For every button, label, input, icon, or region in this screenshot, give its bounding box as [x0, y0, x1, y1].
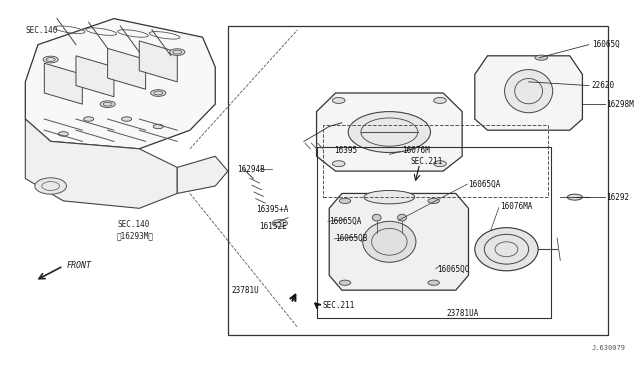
Polygon shape — [26, 119, 177, 208]
Ellipse shape — [150, 90, 166, 96]
Ellipse shape — [397, 214, 406, 221]
Text: 23781UA: 23781UA — [446, 309, 479, 318]
Polygon shape — [44, 63, 83, 104]
Ellipse shape — [332, 97, 345, 103]
Text: 16065QA: 16065QA — [329, 217, 362, 226]
Text: 〈16293M〉: 〈16293M〉 — [117, 231, 154, 240]
Text: SEC.211: SEC.211 — [323, 301, 355, 310]
Ellipse shape — [504, 70, 553, 113]
Polygon shape — [177, 156, 228, 193]
Ellipse shape — [364, 190, 415, 204]
Text: 16065Q: 16065Q — [592, 40, 620, 49]
Text: 16065QC: 16065QC — [437, 265, 469, 274]
Text: 16292: 16292 — [607, 193, 630, 202]
Text: 16395: 16395 — [333, 146, 356, 155]
Text: 16395+A: 16395+A — [257, 205, 289, 214]
Text: SEC.211: SEC.211 — [410, 157, 443, 166]
Ellipse shape — [170, 49, 185, 55]
Text: 16076MA: 16076MA — [500, 202, 532, 211]
Ellipse shape — [272, 219, 287, 227]
Bar — [317, 147, 551, 318]
Ellipse shape — [535, 55, 548, 60]
Bar — [228, 26, 608, 335]
Polygon shape — [26, 19, 215, 149]
Text: FRONT: FRONT — [67, 261, 92, 270]
Ellipse shape — [348, 112, 431, 153]
Ellipse shape — [122, 117, 132, 121]
Polygon shape — [329, 193, 468, 290]
Ellipse shape — [84, 117, 93, 121]
Ellipse shape — [100, 101, 115, 108]
Ellipse shape — [475, 228, 538, 271]
Polygon shape — [108, 48, 146, 89]
Ellipse shape — [567, 194, 582, 200]
Text: 16298M: 16298M — [607, 100, 634, 109]
Polygon shape — [76, 56, 114, 97]
Ellipse shape — [428, 198, 439, 203]
Ellipse shape — [434, 161, 446, 167]
Ellipse shape — [339, 198, 351, 203]
Ellipse shape — [58, 132, 68, 136]
Text: J.630079: J.630079 — [592, 345, 626, 351]
Text: 16065QB: 16065QB — [335, 234, 368, 243]
Text: 22620: 22620 — [592, 81, 615, 90]
Ellipse shape — [428, 280, 439, 285]
Ellipse shape — [339, 280, 351, 285]
Ellipse shape — [363, 221, 416, 262]
Ellipse shape — [153, 124, 163, 129]
Text: SEC.140: SEC.140 — [26, 26, 58, 35]
Text: 16294B: 16294B — [237, 165, 265, 174]
Text: SEC.140: SEC.140 — [117, 220, 150, 229]
Polygon shape — [140, 41, 177, 82]
Polygon shape — [475, 56, 582, 130]
Polygon shape — [317, 93, 462, 171]
Text: 16152E: 16152E — [260, 222, 287, 231]
Text: 16065QA: 16065QA — [468, 180, 501, 189]
Text: 23781U: 23781U — [231, 286, 259, 295]
Ellipse shape — [434, 97, 446, 103]
Ellipse shape — [372, 214, 381, 221]
Bar — [323, 125, 548, 197]
Ellipse shape — [332, 161, 345, 167]
Ellipse shape — [35, 178, 67, 194]
Text: 16076M: 16076M — [402, 146, 429, 155]
Ellipse shape — [43, 56, 58, 63]
